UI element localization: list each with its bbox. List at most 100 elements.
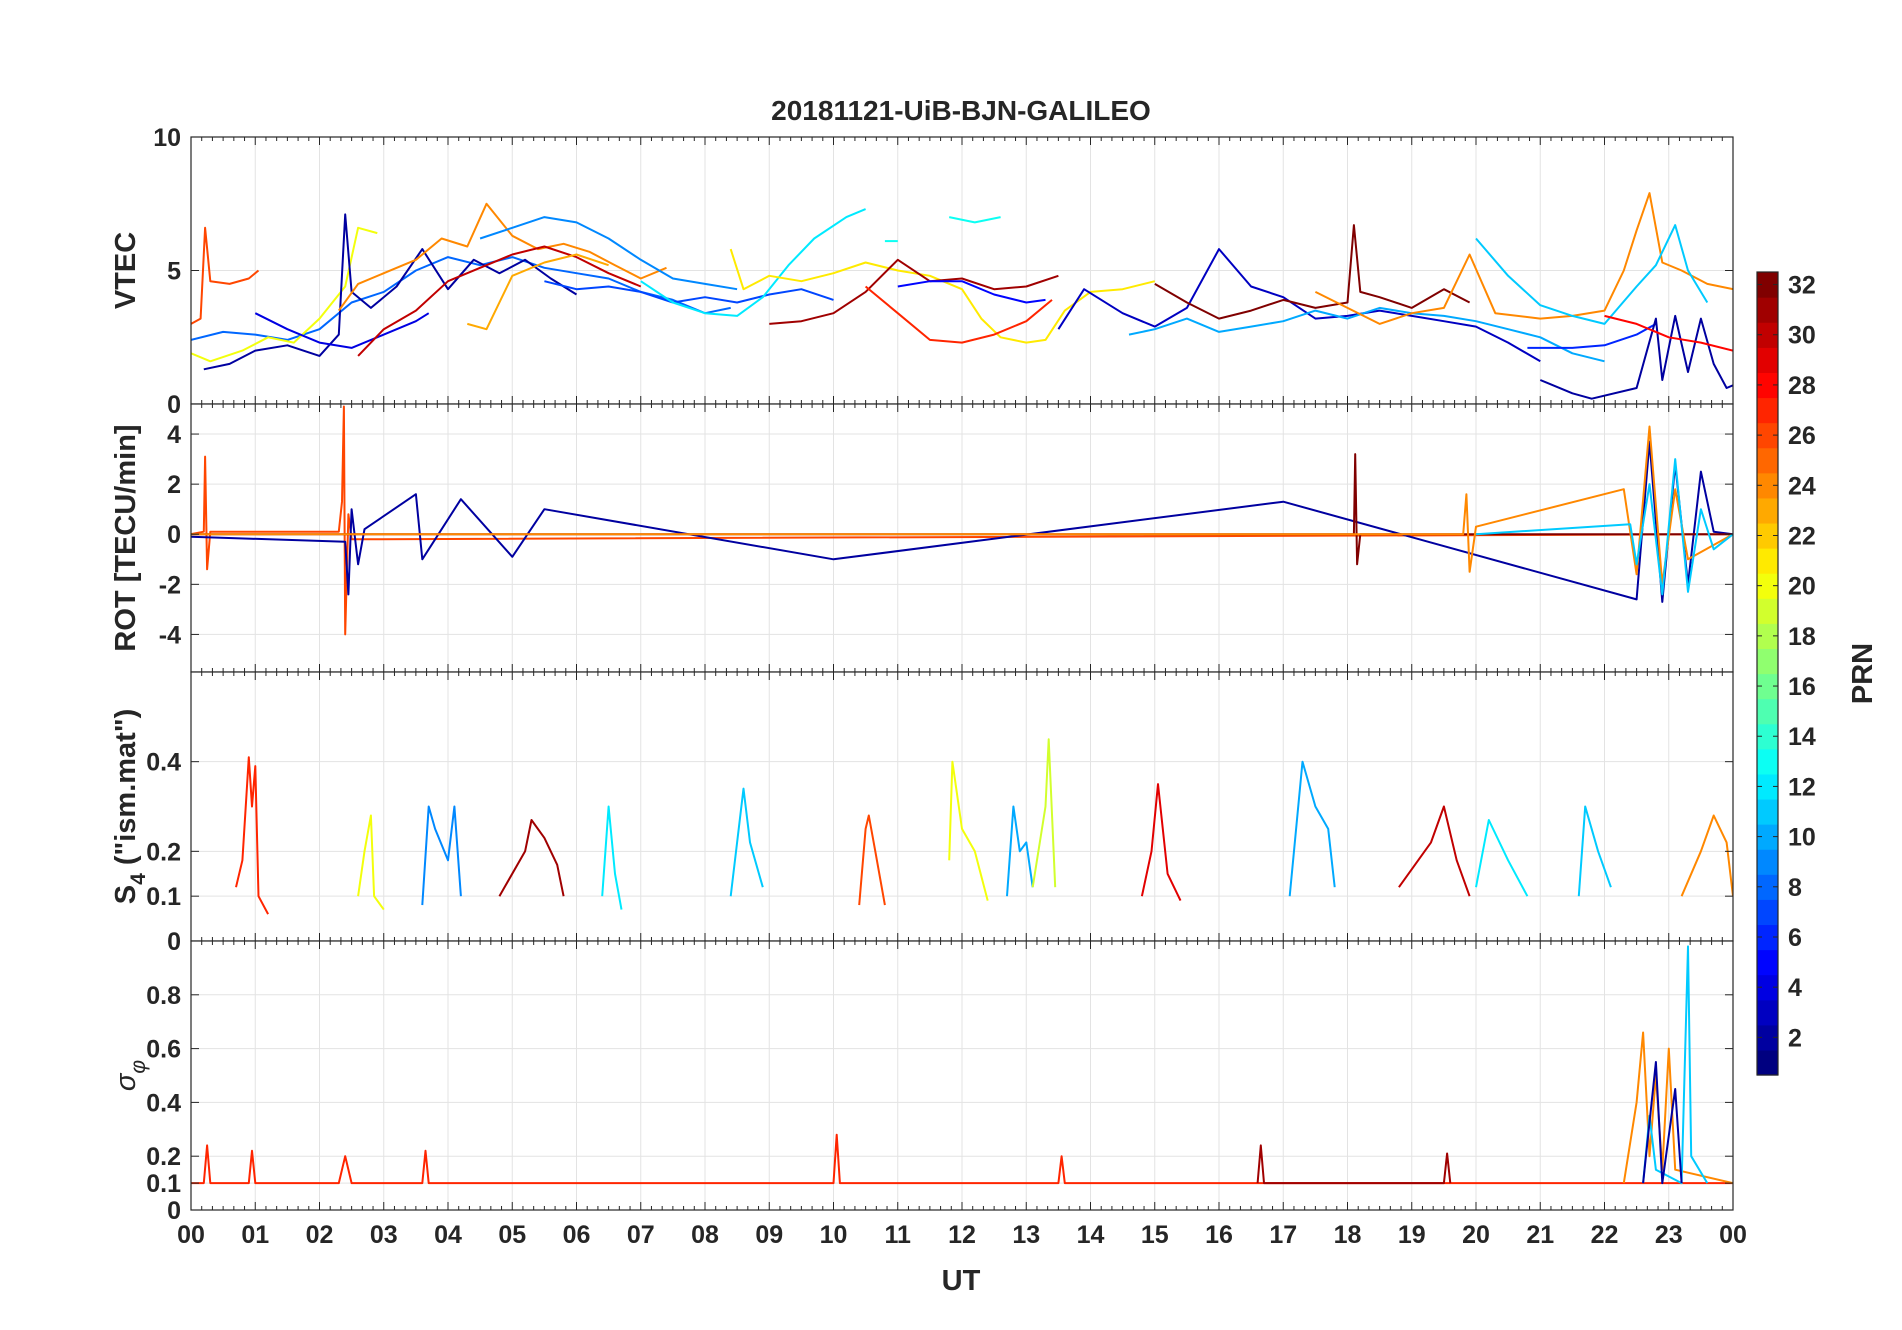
ticks: 0 5 10 — [153, 124, 1734, 419]
colorbar-segment — [1757, 272, 1778, 298]
x-tick-label: 06 — [563, 1221, 591, 1249]
y-axis-label: S4 ("ism.mat") — [110, 709, 150, 905]
y-tick-label: 5 — [167, 258, 181, 286]
y-tick-label: 0 — [167, 521, 181, 549]
x-tick-label: 09 — [755, 1221, 783, 1249]
series-line-prn-12 — [601, 805, 623, 910]
y-tick-label: 0 — [167, 928, 181, 956]
series-line-prn-11 — [1577, 805, 1612, 897]
x-tick-label: 16 — [1205, 1221, 1233, 1249]
y-axis-label: ROT [TECU/min] — [110, 424, 142, 651]
panel-s4: 0 0.1 0.2 0.4S4 ("ism.mat") — [110, 671, 1734, 956]
series-line-prn-31 — [1256, 1144, 1452, 1185]
colorbar-segment — [1757, 472, 1778, 499]
series-line-prn-12 — [640, 208, 866, 317]
colorbar-segment — [1757, 723, 1778, 750]
y-tick-label: 0.2 — [146, 838, 181, 866]
colorbar-segment — [1757, 522, 1778, 549]
x-tick-label: 13 — [1012, 1221, 1040, 1249]
colorbar-tick-label: 10 — [1788, 824, 1816, 852]
colorbar-segment — [1757, 497, 1778, 524]
x-tick-label: 00 — [177, 1221, 205, 1249]
colorbar-tick-label: 20 — [1788, 573, 1816, 601]
colorbar-segment — [1757, 924, 1778, 951]
colorbar-segment — [1757, 397, 1778, 424]
x-tick-label: 18 — [1334, 1221, 1362, 1249]
y-tick-label: 0.6 — [146, 1036, 181, 1064]
series-line-prn-23 — [467, 253, 609, 331]
x-tick-label: 21 — [1526, 1221, 1554, 1249]
x-tick-label: 05 — [498, 1221, 526, 1249]
series-line-prn-27 — [191, 1133, 1733, 1185]
colorbar-tick-label: 28 — [1788, 372, 1816, 400]
series-line-prn-27 — [864, 285, 1053, 344]
colorbar-label: PRN — [1847, 643, 1879, 704]
series-line-prn-4 — [254, 312, 430, 349]
series-line-prn-26 — [191, 226, 260, 325]
y-axis-label: σφ — [110, 1060, 150, 1092]
x-tick-label: 03 — [370, 1221, 398, 1249]
x-tick-label: 00 — [1719, 1221, 1747, 1249]
series-line-prn-27 — [235, 756, 269, 915]
y-tick-label: 0.1 — [146, 1170, 181, 1198]
y-tick-label: 0.1 — [146, 883, 181, 911]
series-group — [191, 192, 1733, 400]
x-tick-label: 14 — [1077, 1221, 1105, 1249]
x-tick-label: 15 — [1141, 1221, 1169, 1249]
y-tick-label: 0.2 — [146, 1143, 181, 1171]
series-line-prn-20 — [191, 226, 378, 363]
y-tick-label: 0.4 — [146, 749, 181, 777]
colorbar-segment — [1757, 347, 1778, 373]
series-line-prn-29 — [1140, 783, 1182, 902]
colorbar-tick-label: 2 — [1788, 1024, 1802, 1052]
colorbar-tick-label: 32 — [1788, 272, 1816, 300]
series-line-prn-11 — [729, 787, 764, 897]
y-axis-label: VTEC — [110, 232, 142, 309]
colorbar-tick-label: 18 — [1788, 623, 1816, 651]
series-line-prn-19 — [1031, 738, 1057, 888]
colorbar-segment — [1757, 874, 1778, 900]
colorbar-tick-label: 14 — [1788, 723, 1816, 751]
colorbar-segment — [1757, 999, 1778, 1026]
series-line-prn-28 — [1604, 314, 1733, 352]
series-line-prn-9 — [421, 805, 462, 906]
colorbar-segment — [1757, 447, 1778, 474]
y-tick-label: 0 — [167, 391, 181, 419]
colorbar-segment — [1757, 322, 1778, 348]
chart-title: 20181121-UiB-BJN-GALILEO — [771, 95, 1151, 126]
colorbar-segment — [1757, 673, 1778, 700]
series-line-prn-24 — [191, 425, 1733, 586]
series-line-prn-5 — [897, 280, 1046, 304]
series-line-prn-10 — [1288, 760, 1336, 897]
colorbar-tick-label: 12 — [1788, 773, 1816, 801]
y-tick-label: 4 — [167, 421, 181, 449]
y-tick-label: -4 — [159, 621, 181, 649]
colorbar-segment — [1757, 949, 1778, 976]
colorbar-tick-label: 8 — [1788, 874, 1802, 902]
colorbar-segment — [1757, 548, 1778, 574]
x-tick-label: 02 — [306, 1221, 334, 1249]
series-line-prn-2 — [203, 213, 578, 371]
colorbar-segment — [1757, 974, 1778, 1001]
panel-vtec: 0 5 10 VTEC — [110, 124, 1734, 419]
x-tick-label: 11 — [885, 1221, 912, 1249]
colorbar-segment — [1757, 598, 1778, 624]
series-line-prn-13 — [948, 216, 1001, 224]
colorbar-tick-label: 26 — [1788, 422, 1816, 450]
series-line-prn-10 — [1128, 306, 1605, 363]
series-line-prn-10 — [1006, 805, 1034, 897]
colorbar-tick-label: 30 — [1788, 322, 1816, 350]
colorbar-segment — [1757, 849, 1778, 875]
series-line-prn-11 — [1475, 458, 1733, 596]
colorbar-segment — [1757, 573, 1778, 599]
ticks: -4 -2 0 2 4 — [159, 404, 1734, 672]
colorbar-frame — [1756, 271, 1779, 1076]
series-line-prn-31 — [769, 258, 1059, 325]
colorbar-segment — [1757, 623, 1778, 649]
colorbar-segment — [1757, 824, 1778, 850]
series-line-prn-2 — [1539, 314, 1733, 400]
x-tick-label: 17 — [1269, 1221, 1297, 1249]
series-line-prn-9 — [479, 216, 738, 291]
